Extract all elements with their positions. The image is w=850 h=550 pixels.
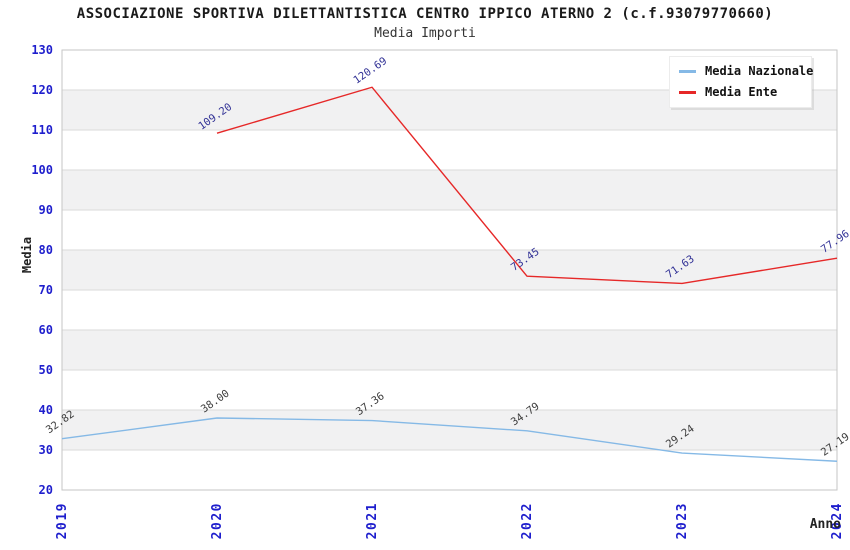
x-tick-label: 2019 xyxy=(55,502,70,539)
x-axis-title: Anno xyxy=(809,517,841,532)
y-tick-label: 130 xyxy=(31,43,53,57)
legend-item-media-nazionale: Media Nazionale xyxy=(679,64,813,78)
legend-label: Media Nazionale xyxy=(705,64,814,78)
chart-legend: Media Nazionale Media Ente xyxy=(669,56,813,108)
grid-band xyxy=(62,330,837,370)
x-tick-label: 2021 xyxy=(365,502,380,539)
legend-swatch-media-nazionale xyxy=(679,69,696,73)
y-tick-label: 20 xyxy=(39,483,53,497)
y-tick-label: 70 xyxy=(39,283,53,297)
data-point-label: 120.69 xyxy=(351,55,389,87)
y-tick-label: 80 xyxy=(39,243,53,257)
y-tick-label: 60 xyxy=(39,323,53,337)
grid-band xyxy=(62,250,837,290)
x-tick-label: 2022 xyxy=(520,502,535,539)
series-line-media-ente xyxy=(216,86,838,285)
y-tick-label: 40 xyxy=(39,403,53,417)
plot-border xyxy=(61,49,838,491)
chart-title: ASSOCIAZIONE SPORTIVA DILETTANTISTICA CE… xyxy=(76,6,774,22)
legend-label: Media Ente xyxy=(705,85,778,99)
grid-band xyxy=(62,170,837,210)
y-tick-label: 90 xyxy=(39,203,53,217)
x-tick-label: 2024 xyxy=(830,502,845,539)
series-line-media-nazionale xyxy=(61,417,838,462)
x-tick-label: 2023 xyxy=(675,502,690,539)
legend-swatch-media-ente xyxy=(679,90,696,94)
chart-subtitle: Media Importi xyxy=(374,26,476,41)
y-tick-label: 30 xyxy=(39,443,53,457)
y-axis-title: Media xyxy=(20,236,34,274)
x-tick-label: 2020 xyxy=(210,502,225,539)
y-tick-label: 120 xyxy=(31,83,53,97)
legend-item-media-ente: Media Ente xyxy=(679,85,802,99)
y-tick-label: 100 xyxy=(31,163,53,177)
y-tick-label: 110 xyxy=(31,123,53,137)
grid-band xyxy=(62,410,837,450)
y-tick-label: 50 xyxy=(39,363,53,377)
